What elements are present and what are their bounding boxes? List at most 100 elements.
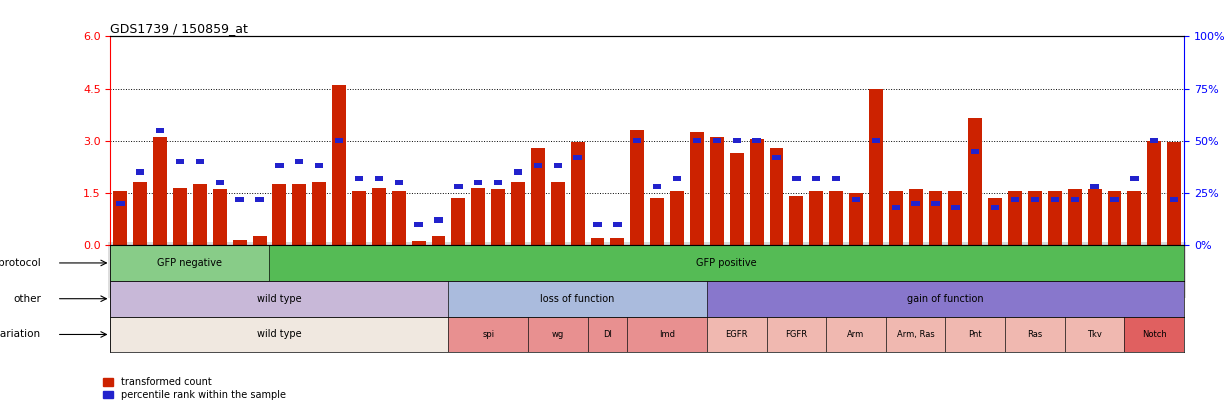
Bar — [1128, 191, 1141, 245]
Bar — [1009, 191, 1022, 245]
Bar — [514, 169, 523, 175]
Bar — [355, 176, 363, 181]
Text: GFP negative: GFP negative — [157, 258, 222, 268]
Text: gain of function: gain of function — [907, 294, 984, 304]
Bar — [270, 245, 1184, 281]
Bar — [110, 281, 448, 317]
Bar — [571, 143, 584, 245]
Bar — [1124, 317, 1184, 352]
Text: GDS1739 / 150859_at: GDS1739 / 150859_at — [110, 22, 248, 35]
Bar — [710, 137, 724, 245]
Bar — [113, 191, 128, 245]
Bar — [912, 201, 920, 206]
Bar — [471, 188, 485, 245]
Bar — [1070, 196, 1079, 202]
Bar — [233, 240, 247, 245]
Bar — [948, 191, 962, 245]
Bar — [1147, 141, 1161, 245]
Bar — [672, 176, 681, 181]
Bar — [871, 138, 880, 143]
Bar — [852, 196, 860, 202]
Bar — [892, 205, 899, 210]
Bar — [573, 155, 582, 160]
Text: Arm: Arm — [848, 330, 865, 339]
Text: genotype/variation: genotype/variation — [0, 330, 40, 339]
Bar — [454, 184, 463, 189]
Bar — [1067, 190, 1082, 245]
Bar — [588, 317, 627, 352]
Bar — [832, 176, 840, 181]
Bar — [553, 163, 562, 168]
Bar — [789, 196, 804, 245]
Bar — [1130, 176, 1139, 181]
Text: wild type: wild type — [258, 294, 302, 304]
Bar — [494, 180, 502, 185]
Bar — [670, 191, 683, 245]
Bar — [312, 183, 326, 245]
Bar — [1150, 138, 1158, 143]
Bar — [713, 138, 721, 143]
Bar — [216, 180, 225, 185]
Bar — [611, 238, 625, 245]
Bar — [849, 193, 863, 245]
Bar — [110, 317, 448, 352]
Bar — [474, 180, 482, 185]
Bar — [528, 317, 588, 352]
Bar — [1087, 190, 1102, 245]
Bar — [275, 163, 283, 168]
Bar — [693, 138, 701, 143]
Bar — [1050, 196, 1059, 202]
Bar — [690, 132, 704, 245]
Bar — [1011, 196, 1020, 202]
Bar — [627, 317, 707, 352]
Bar — [391, 191, 406, 245]
Text: Pnt: Pnt — [968, 330, 982, 339]
Text: loss of function: loss of function — [540, 294, 615, 304]
Bar — [1028, 191, 1042, 245]
Bar — [551, 183, 564, 245]
Bar — [212, 190, 227, 245]
Bar — [236, 196, 244, 202]
Bar — [633, 138, 642, 143]
Bar — [772, 155, 780, 160]
Bar — [707, 281, 1184, 317]
Bar — [193, 184, 207, 245]
Bar — [988, 198, 1002, 245]
Bar — [452, 198, 465, 245]
Text: wg: wg — [552, 330, 564, 339]
Text: protocol: protocol — [0, 258, 40, 268]
Bar — [733, 138, 741, 143]
Text: Ras: Ras — [1027, 330, 1043, 339]
Bar — [156, 128, 164, 133]
Bar — [1065, 317, 1124, 352]
Bar — [173, 188, 187, 245]
Bar — [253, 237, 266, 245]
Bar — [1169, 196, 1178, 202]
Bar — [512, 183, 525, 245]
Bar — [335, 138, 344, 143]
Bar — [1031, 196, 1039, 202]
Bar — [590, 238, 605, 245]
Bar — [968, 118, 983, 245]
Bar — [372, 188, 385, 245]
Bar — [255, 196, 264, 202]
Text: Tkv: Tkv — [1087, 330, 1102, 339]
Bar — [946, 317, 1005, 352]
Bar — [707, 317, 767, 352]
Text: Arm, Ras: Arm, Ras — [897, 330, 935, 339]
Bar — [631, 130, 644, 245]
Bar — [931, 201, 940, 206]
Bar — [886, 317, 946, 352]
Bar — [971, 149, 979, 154]
Text: Notch: Notch — [1142, 330, 1167, 339]
Bar — [448, 317, 528, 352]
Bar — [1108, 191, 1121, 245]
Bar — [810, 191, 823, 245]
Bar — [395, 180, 402, 185]
Bar — [752, 138, 761, 143]
Bar — [767, 317, 826, 352]
Bar — [136, 169, 145, 175]
Bar — [196, 159, 204, 164]
Text: GFP positive: GFP positive — [697, 258, 757, 268]
Bar — [991, 205, 999, 210]
